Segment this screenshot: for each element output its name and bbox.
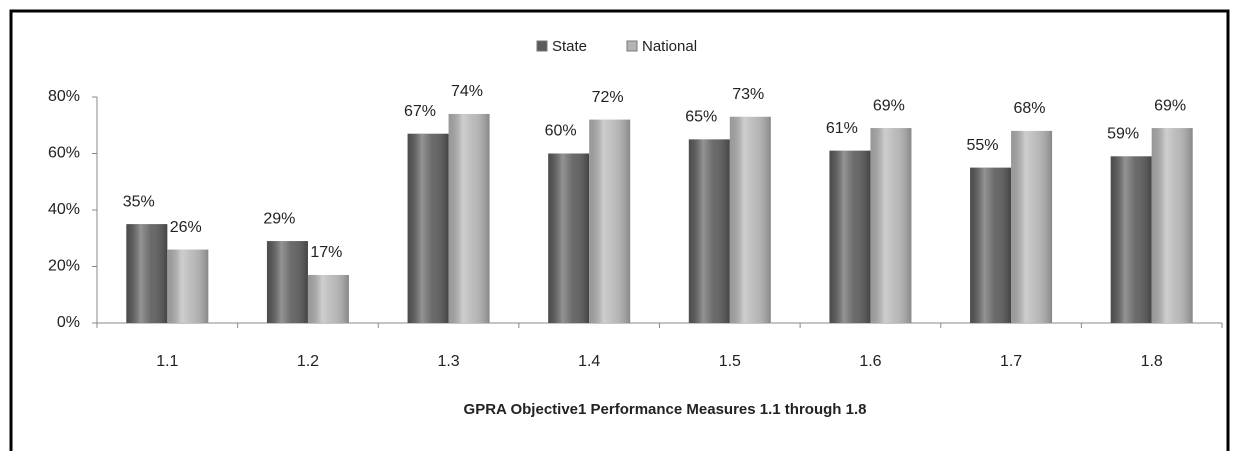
x-tick-label: 1.2 — [297, 353, 319, 370]
x-tick-label: 1.5 — [719, 353, 741, 370]
bar-shine — [266, 241, 308, 323]
bar-shine — [1011, 130, 1053, 323]
value-label: 29% — [263, 210, 295, 227]
x-tick-label: 1.6 — [859, 353, 881, 370]
bar-shine — [407, 133, 449, 323]
value-label: 69% — [1154, 97, 1186, 114]
value-label: 59% — [1107, 126, 1139, 143]
value-label: 65% — [685, 109, 717, 126]
legend-label: State — [552, 38, 587, 55]
value-label: 61% — [826, 120, 858, 137]
bar-shine — [829, 150, 871, 323]
x-axis-title: GPRA Objective1 Performance Measures 1.1… — [464, 401, 867, 418]
value-label: 67% — [404, 103, 436, 120]
legend-swatch — [536, 40, 548, 52]
bar-shine — [970, 167, 1012, 323]
x-tick-label: 1.3 — [437, 353, 459, 370]
x-tick-label: 1.1 — [156, 353, 178, 370]
y-tick-label: 0% — [57, 314, 80, 331]
bar-shine — [1110, 156, 1152, 323]
y-tick-label: 20% — [48, 258, 80, 275]
y-tick-label: 60% — [48, 145, 80, 162]
x-tick-label: 1.4 — [578, 353, 600, 370]
bar-shine — [688, 139, 730, 323]
bar-shine — [548, 153, 590, 323]
value-label: 72% — [592, 89, 624, 106]
frame — [9, 9, 1230, 451]
y-tick-label: 40% — [48, 201, 80, 218]
bar-shine — [1151, 128, 1193, 323]
bar-shine — [126, 224, 168, 323]
value-label: 69% — [873, 97, 905, 114]
y-tick-label: 80% — [48, 88, 80, 105]
bar-shine — [729, 116, 771, 324]
bar-shine — [448, 113, 490, 323]
legend-swatch — [626, 40, 638, 52]
x-tick-label: 1.7 — [1000, 353, 1022, 370]
value-label: 74% — [451, 83, 483, 100]
bar-shine — [167, 249, 209, 323]
legend-label: National — [642, 38, 697, 55]
bar-shine — [589, 119, 631, 323]
value-label: 35% — [123, 193, 155, 210]
x-tick-label: 1.8 — [1141, 353, 1163, 370]
value-label: 17% — [310, 244, 342, 261]
value-label: 60% — [545, 123, 577, 140]
bar-shine — [307, 274, 349, 323]
value-label: 73% — [732, 86, 764, 103]
bar-shine — [870, 128, 912, 323]
value-label: 68% — [1013, 100, 1045, 117]
value-label: 26% — [170, 219, 202, 236]
value-label: 55% — [966, 137, 998, 154]
